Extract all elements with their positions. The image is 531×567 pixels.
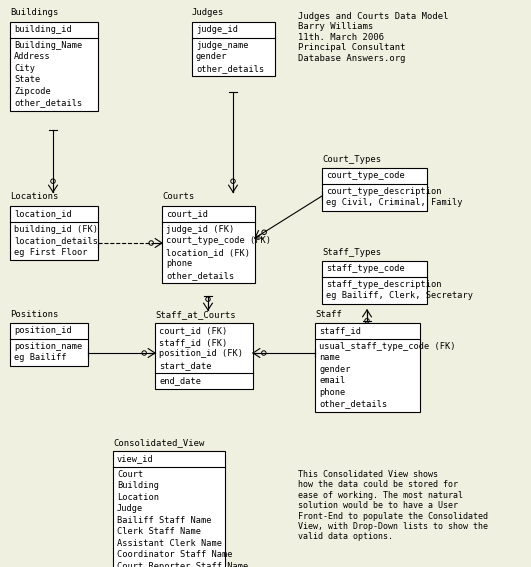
Text: Consolidated_View: Consolidated_View	[113, 438, 204, 447]
Text: Staff: Staff	[315, 310, 342, 319]
Text: judge_id (FK): judge_id (FK)	[166, 225, 234, 234]
Bar	[192, 22, 275, 76]
Text: judge_id: judge_id	[196, 26, 238, 34]
Text: court_type_code: court_type_code	[326, 171, 405, 180]
Text: other_details: other_details	[319, 399, 387, 408]
Text: eg Bailiff: eg Bailiff	[14, 353, 66, 362]
Text: Staff_Types: Staff_Types	[322, 248, 381, 257]
Text: staff_id (FK): staff_id (FK)	[159, 338, 227, 347]
Text: Clerk Staff Name: Clerk Staff Name	[117, 527, 201, 536]
Text: eg Civil, Criminal, Family: eg Civil, Criminal, Family	[326, 198, 463, 208]
Text: Buildings: Buildings	[10, 8, 58, 17]
Text: Staff_at_Courts: Staff_at_Courts	[155, 310, 236, 319]
Bar	[10, 22, 98, 111]
Text: location_details: location_details	[14, 236, 98, 246]
Text: usual_staff_type_code (FK): usual_staff_type_code (FK)	[319, 342, 456, 351]
Text: Court: Court	[117, 469, 143, 479]
Text: court_type_description: court_type_description	[326, 187, 441, 196]
Text: location_id: location_id	[14, 209, 72, 218]
Bar	[322, 261, 427, 303]
Text: Address: Address	[14, 52, 51, 61]
Text: Locations: Locations	[10, 192, 58, 201]
Text: gender: gender	[196, 52, 227, 61]
Text: view_id: view_id	[117, 454, 154, 463]
Text: court_id: court_id	[166, 209, 208, 218]
Text: other_details: other_details	[196, 64, 264, 73]
Text: other_details: other_details	[14, 98, 82, 107]
Text: start_date: start_date	[159, 361, 211, 370]
Bar	[155, 323, 253, 388]
Text: Building_Name: Building_Name	[14, 41, 82, 50]
Bar	[10, 206, 98, 260]
Bar	[113, 451, 225, 567]
Bar	[322, 168, 427, 210]
Text: phone: phone	[166, 259, 192, 268]
Text: gender: gender	[319, 365, 350, 374]
Text: Court_Types: Court_Types	[322, 155, 381, 164]
Text: Coordinator Staff Name: Coordinator Staff Name	[117, 550, 233, 559]
Text: position_id: position_id	[14, 326, 72, 335]
Text: building_id: building_id	[14, 26, 72, 34]
Text: This Consolidated View shows
how the data could be stored for
ease of working. T: This Consolidated View shows how the dat…	[298, 470, 488, 541]
Text: phone: phone	[319, 388, 345, 397]
Text: Judges: Judges	[192, 8, 224, 17]
Text: staff_id: staff_id	[319, 326, 361, 335]
Text: Court Reporter Staff Name: Court Reporter Staff Name	[117, 562, 249, 567]
Bar	[315, 323, 420, 412]
Text: court_type_code (FK): court_type_code (FK)	[166, 236, 271, 246]
Text: name: name	[319, 353, 340, 362]
Bar	[10, 323, 88, 366]
Text: Bailiff Staff Name: Bailiff Staff Name	[117, 516, 211, 524]
Text: eg Bailiff, Clerk, Secretary: eg Bailiff, Clerk, Secretary	[326, 291, 473, 301]
Text: eg First Floor: eg First Floor	[14, 248, 88, 257]
Text: Assistant Clerk Name: Assistant Clerk Name	[117, 539, 222, 548]
Text: Building: Building	[117, 481, 159, 490]
Text: position_name: position_name	[14, 342, 82, 351]
Text: position_id (FK): position_id (FK)	[159, 349, 243, 358]
Text: Zipcode: Zipcode	[14, 87, 51, 96]
Text: other_details: other_details	[166, 271, 234, 280]
Text: Positions: Positions	[10, 310, 58, 319]
Text: location_id (FK): location_id (FK)	[166, 248, 250, 257]
Text: building_id (FK): building_id (FK)	[14, 225, 98, 234]
Text: Courts: Courts	[162, 192, 194, 201]
Text: State: State	[14, 75, 40, 84]
Text: City: City	[14, 64, 35, 73]
Text: Judge: Judge	[117, 504, 143, 513]
Text: email: email	[319, 376, 345, 385]
Text: Judges and Courts Data Model
Barry Williams
11th. March 2006
Principal Consultan: Judges and Courts Data Model Barry Willi…	[298, 12, 449, 62]
Text: staff_type_description: staff_type_description	[326, 280, 441, 289]
Bar	[162, 206, 255, 283]
Text: Location: Location	[117, 493, 159, 502]
Text: staff_type_code: staff_type_code	[326, 264, 405, 273]
Text: court_id (FK): court_id (FK)	[159, 326, 227, 335]
Text: end_date: end_date	[159, 376, 201, 385]
Text: judge_name: judge_name	[196, 41, 249, 50]
